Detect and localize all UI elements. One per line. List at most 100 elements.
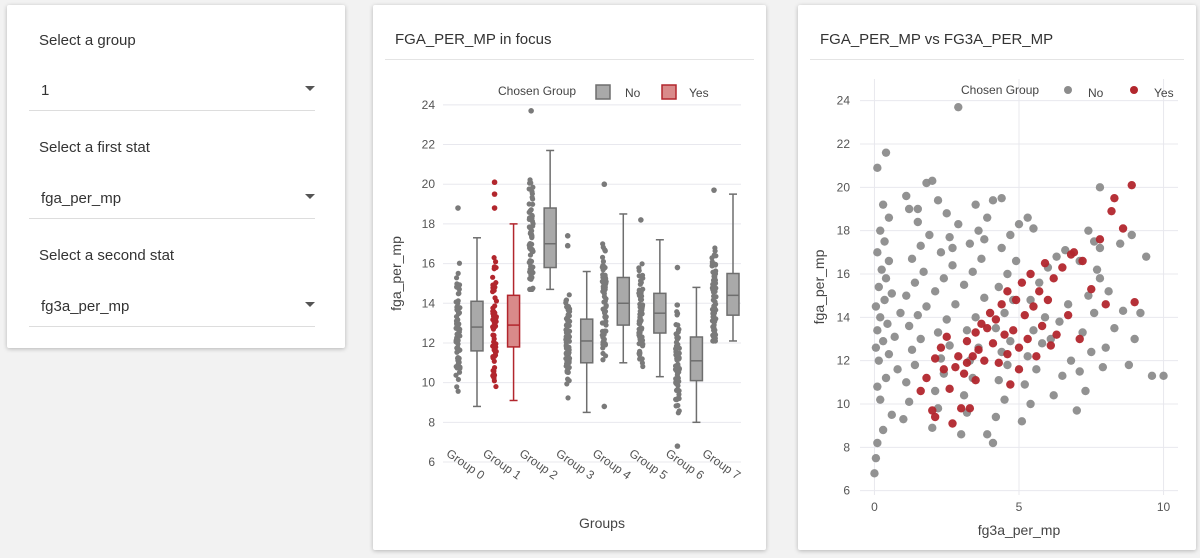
x-tick-label: Group 5 (627, 446, 671, 483)
data-point-no (1006, 336, 1015, 346)
data-point-yes (936, 343, 946, 352)
data-point-no (884, 349, 894, 359)
first-stat-select[interactable]: fga_per_mp (29, 180, 315, 219)
x-tick-label: 10 (1157, 500, 1171, 514)
data-point-no (1023, 352, 1032, 361)
data-point-no (873, 326, 882, 335)
data-point-yes (1049, 274, 1058, 283)
data-point-no (902, 291, 911, 300)
data-point-no (933, 196, 943, 205)
data-point (601, 290, 607, 297)
data-point-no (878, 425, 888, 435)
data-point (637, 301, 643, 307)
data-point-yes (991, 315, 1001, 324)
data-point-yes (962, 358, 972, 368)
data-point (492, 295, 498, 301)
x-tick-label: Group 6 (663, 446, 707, 483)
data-point-no (1084, 291, 1093, 300)
data-point (639, 360, 645, 366)
data-point-no (1003, 360, 1012, 370)
data-point-yes (1063, 310, 1073, 320)
data-point (712, 248, 718, 254)
data-point (528, 207, 534, 213)
data-point-no (930, 287, 940, 296)
data-point-no (881, 274, 891, 283)
data-point (676, 388, 682, 394)
data-point (493, 383, 499, 390)
data-point (636, 273, 642, 279)
data-point-yes (1043, 295, 1053, 305)
data-point (600, 350, 606, 357)
data-point-yes (930, 354, 940, 363)
box (506, 294, 521, 348)
data-point (636, 330, 642, 336)
data-point (603, 318, 609, 324)
data-point-yes (1075, 334, 1084, 344)
data-point (639, 356, 645, 362)
data-point-yes (948, 419, 957, 428)
data-point-yes (939, 365, 949, 374)
data-point (675, 352, 681, 358)
group-select[interactable]: 1 (29, 72, 315, 111)
data-point (709, 318, 716, 324)
data-point-yes (956, 404, 966, 413)
data-point (491, 315, 497, 321)
data-point-no (881, 373, 891, 383)
y-tick-label: 18 (422, 217, 436, 231)
data-point (530, 248, 536, 254)
data-point-no (904, 321, 914, 331)
data-point-no (1115, 239, 1125, 248)
scatter-plot-chart[interactable]: 6 8 10 12 14 16 18 20 22 24 0 5 10 fga_per_mp fg3a_per… (798, 5, 1196, 550)
data-point (566, 378, 572, 384)
data-point (637, 337, 643, 343)
data-point-no (883, 319, 892, 329)
data-point (491, 378, 497, 384)
box-plot-chart[interactable]: 6 8 10 12 14 16 18 20 22 24 fga_per_mp Groups Group … (373, 5, 766, 550)
data-point-no (1052, 252, 1061, 261)
scatter-plot-title: FGA_PER_MP vs FG3A_PER_MP (820, 31, 1054, 48)
data-point-yes (1026, 269, 1035, 279)
data-point (492, 259, 499, 265)
data-point (563, 350, 569, 356)
data-point-yes (968, 352, 977, 361)
outlier-point (674, 264, 681, 271)
data-point-no (994, 375, 1003, 385)
second-stat-select-label: Select a second stat (39, 247, 175, 264)
data-point (457, 365, 463, 372)
data-point-yes (974, 345, 983, 355)
outlier-point (491, 191, 498, 197)
data-point (490, 274, 496, 280)
data-point-no (913, 217, 923, 227)
data-point-no (925, 230, 934, 240)
x-axis-label: fg3a_per_mp (978, 522, 1061, 538)
data-point-yes (1006, 380, 1015, 389)
data-point-no (876, 226, 885, 235)
data-point-yes (1011, 295, 1021, 305)
data-point-no (910, 278, 920, 287)
data-point-no (1089, 308, 1099, 318)
data-point (566, 323, 572, 329)
data-point (675, 327, 682, 333)
second-stat-select-value: fg3a_per_mp (41, 298, 130, 315)
data-point-no (1092, 265, 1102, 274)
data-point-no (893, 365, 902, 374)
data-point-no (991, 323, 1001, 333)
data-point-no (873, 163, 882, 173)
data-point-no (1072, 406, 1082, 415)
data-point (491, 371, 497, 377)
data-point (454, 345, 460, 351)
x-tick-label: Group 2 (517, 446, 561, 483)
data-point (640, 341, 646, 347)
data-point-no (910, 360, 920, 370)
data-point-yes (1078, 256, 1087, 266)
data-point-no (884, 213, 894, 222)
data-point-yes (997, 300, 1006, 309)
data-point-no (870, 469, 879, 478)
data-point-no (988, 196, 998, 205)
data-point-no (913, 204, 923, 214)
data-point-no (1098, 362, 1108, 372)
data-point (491, 347, 497, 353)
data-point-no (954, 219, 963, 229)
scatter-plot-panel: FGA_PER_MP vs FG3A_PER_MP 6 8 10 12 14 16 18 20… (798, 5, 1196, 550)
second-stat-select[interactable]: fg3a_per_mp (29, 288, 315, 327)
